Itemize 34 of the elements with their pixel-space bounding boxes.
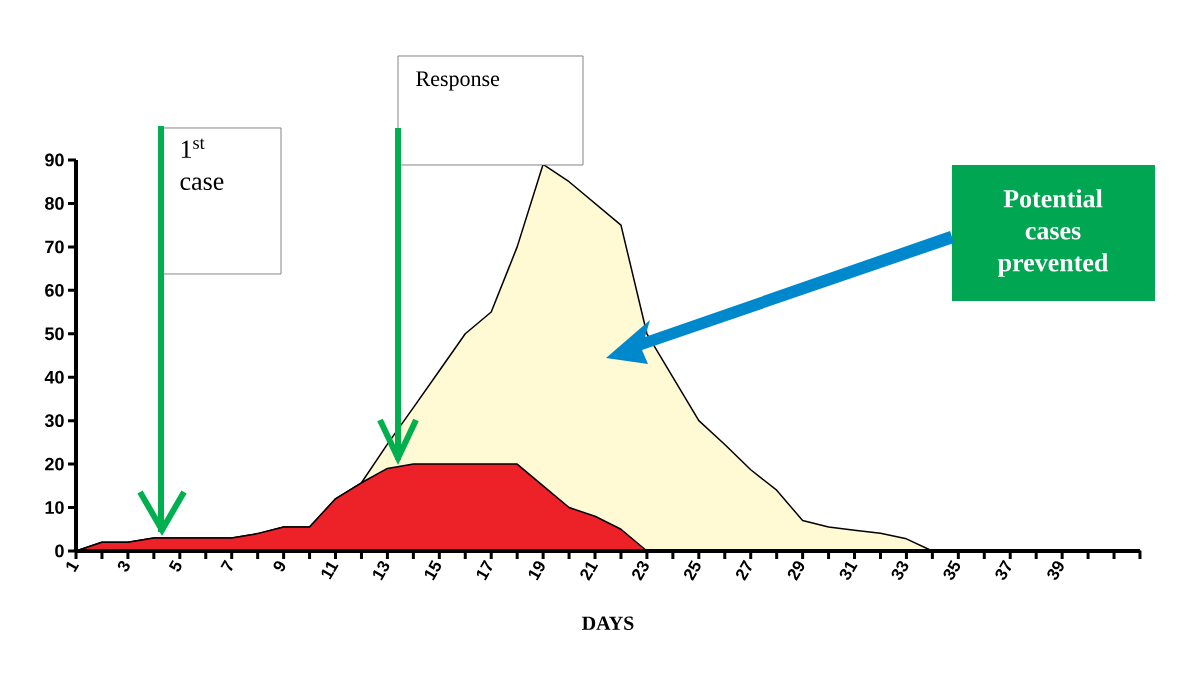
x-tick-label: 15: [425, 560, 442, 581]
x-tick-label: 33: [891, 560, 909, 580]
x-tick-label: 7: [220, 559, 233, 572]
x-tick-label: 21: [580, 561, 599, 581]
x-tick-label: 1: [66, 561, 80, 573]
x-tick-label: 23: [632, 560, 649, 581]
x-tick-label: 3: [117, 560, 130, 572]
x-tick-label: 27: [736, 559, 752, 581]
x-axis-title: DAYS: [582, 616, 634, 630]
x-tick-label: 39: [1047, 561, 1064, 580]
x-tick-label: 9: [273, 561, 286, 572]
x-tick-label: 17: [476, 559, 493, 581]
x-tick-label: 13: [373, 560, 390, 581]
x-tick-label: 5: [168, 560, 182, 572]
y-tick-label: 40: [44, 370, 64, 384]
x-tick-label: 25: [684, 560, 701, 581]
text: Response: [416, 71, 500, 91]
y-tick-label: 90: [45, 153, 64, 167]
text: 1$^{st}$ case: [180, 138, 224, 191]
y-tick-label: 60: [45, 283, 64, 297]
x-tick-label: 35: [943, 560, 961, 580]
y-tick-label: 30: [44, 414, 64, 428]
y-tick-label: 50: [45, 327, 64, 341]
x-tick-label: 31: [839, 561, 858, 580]
x-tick-label: 11: [321, 561, 339, 580]
y-tick-label: 0: [55, 544, 64, 558]
y-tick-label: 80: [45, 197, 64, 210]
x-tick-label: 37: [995, 559, 1012, 580]
y-tick-label: 20: [45, 457, 64, 471]
annotation: Potential cases prevented: [997, 189, 1109, 277]
y-tick-label: 10: [45, 501, 64, 514]
y-tick-label: 70: [45, 240, 64, 254]
x-tick-label: 29: [787, 561, 805, 581]
x-tick-label: 19: [528, 561, 545, 581]
